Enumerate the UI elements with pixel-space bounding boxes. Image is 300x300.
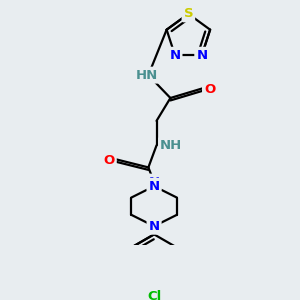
Text: N: N — [148, 220, 160, 233]
Text: N: N — [148, 176, 160, 189]
Text: HN: HN — [136, 69, 158, 82]
Text: Cl: Cl — [147, 290, 161, 300]
Text: O: O — [204, 82, 215, 95]
Text: N: N — [169, 49, 181, 62]
Text: N: N — [148, 180, 160, 193]
Text: NH: NH — [160, 139, 182, 152]
Text: O: O — [103, 154, 115, 166]
Text: N: N — [196, 49, 207, 62]
Text: S: S — [184, 8, 193, 20]
